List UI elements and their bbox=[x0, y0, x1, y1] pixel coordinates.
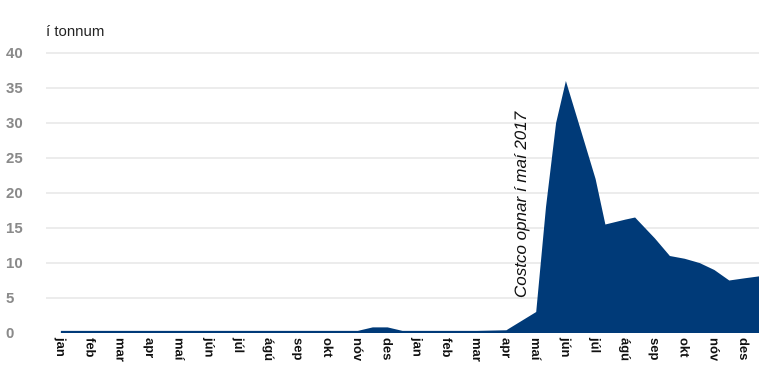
y-axis-unit-label: í tonnum bbox=[46, 23, 104, 40]
x-tick-label: feb bbox=[84, 338, 99, 358]
x-tick-label: ágú bbox=[618, 338, 633, 361]
y-tick-label: 40 bbox=[6, 45, 23, 62]
x-tick-label: sep bbox=[648, 338, 663, 360]
annotations: Costco opnar í maí 2017 bbox=[511, 111, 530, 298]
y-axis-ticks: 0 5 10 15 20 25 30 35 40 bbox=[6, 45, 23, 342]
x-tick-label: mar bbox=[470, 338, 485, 362]
x-tick-label: mar bbox=[113, 338, 128, 362]
y-tick-label: 30 bbox=[6, 115, 23, 132]
x-tick-label: maí bbox=[529, 338, 544, 361]
x-tick-label: júl bbox=[232, 337, 247, 353]
x-tick-label: jan bbox=[54, 337, 69, 357]
series-area bbox=[60, 81, 759, 333]
x-axis-ticks: jan feb mar apr maí jún júl ágú sep okt nóv des jan f… bbox=[54, 337, 752, 362]
x-tick-label: maí bbox=[173, 338, 188, 361]
x-tick-label: des bbox=[381, 338, 396, 360]
y-tick-label: 0 bbox=[6, 325, 14, 342]
x-tick-label: okt bbox=[678, 338, 693, 358]
x-tick-label: jún bbox=[202, 337, 217, 358]
y-tick-label: 20 bbox=[6, 185, 23, 202]
gridlines bbox=[46, 52, 759, 299]
y-tick-label: 5 bbox=[6, 290, 14, 307]
x-tick-label: sep bbox=[292, 338, 307, 360]
x-tick-label: ágú bbox=[262, 338, 277, 361]
y-tick-label: 15 bbox=[6, 220, 23, 237]
y-tick-label: 25 bbox=[6, 150, 23, 167]
x-tick-label: des bbox=[737, 338, 752, 360]
x-tick-label: feb bbox=[440, 338, 455, 358]
x-tick-label: nóv bbox=[351, 338, 366, 362]
annotation-label: Costco opnar í maí 2017 bbox=[511, 111, 530, 298]
y-tick-label: 10 bbox=[6, 255, 23, 272]
x-tick-label: nóv bbox=[707, 338, 722, 362]
x-tick-label: okt bbox=[321, 338, 336, 358]
x-tick-label: apr bbox=[143, 338, 158, 358]
x-tick-label: apr bbox=[499, 338, 514, 358]
x-tick-label: jan bbox=[410, 337, 425, 357]
x-tick-label: júl bbox=[589, 337, 604, 353]
series-area-fill bbox=[60, 81, 759, 333]
x-tick-label: jún bbox=[559, 337, 574, 358]
y-tick-label: 35 bbox=[6, 80, 23, 97]
